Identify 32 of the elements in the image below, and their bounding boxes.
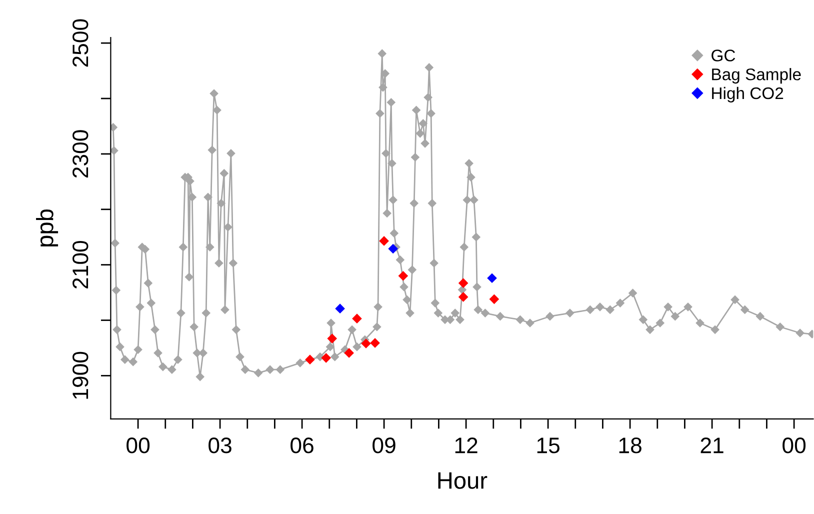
x-tick-label: 00 (782, 438, 806, 454)
x-tick-label: 12 (455, 438, 478, 454)
point (487, 273, 497, 284)
legend-label: Bag Sample (712, 68, 801, 84)
point (489, 294, 500, 304)
point (398, 270, 408, 281)
x-tick-label: 09 (372, 438, 396, 454)
point (458, 292, 468, 302)
x-tick-label: 03 (208, 438, 232, 454)
legend-label: High CO2 (712, 86, 784, 102)
x-tick-label: 15 (537, 438, 560, 454)
point (388, 244, 398, 254)
point (379, 236, 389, 246)
x-axis-title: Hour (438, 472, 488, 489)
x-tick-label: 00 (126, 438, 150, 454)
y-tick-label: 2500 (72, 19, 88, 67)
point (370, 338, 380, 348)
y-tick-label: 2300 (72, 130, 88, 178)
point (321, 353, 332, 363)
y-axis-title: ppb (36, 210, 58, 246)
point (361, 338, 371, 348)
point (458, 278, 468, 288)
point (327, 334, 338, 344)
x-tick-label: 21 (700, 438, 724, 454)
x-tick-label: 18 (619, 438, 642, 454)
point (344, 348, 354, 358)
point (335, 304, 345, 314)
legend-label: GC (712, 50, 736, 62)
y-tick-label: 1900 (72, 352, 88, 399)
point (352, 314, 362, 324)
x-tick-label: 06 (290, 438, 314, 454)
y-tick-label: 2100 (72, 240, 88, 288)
